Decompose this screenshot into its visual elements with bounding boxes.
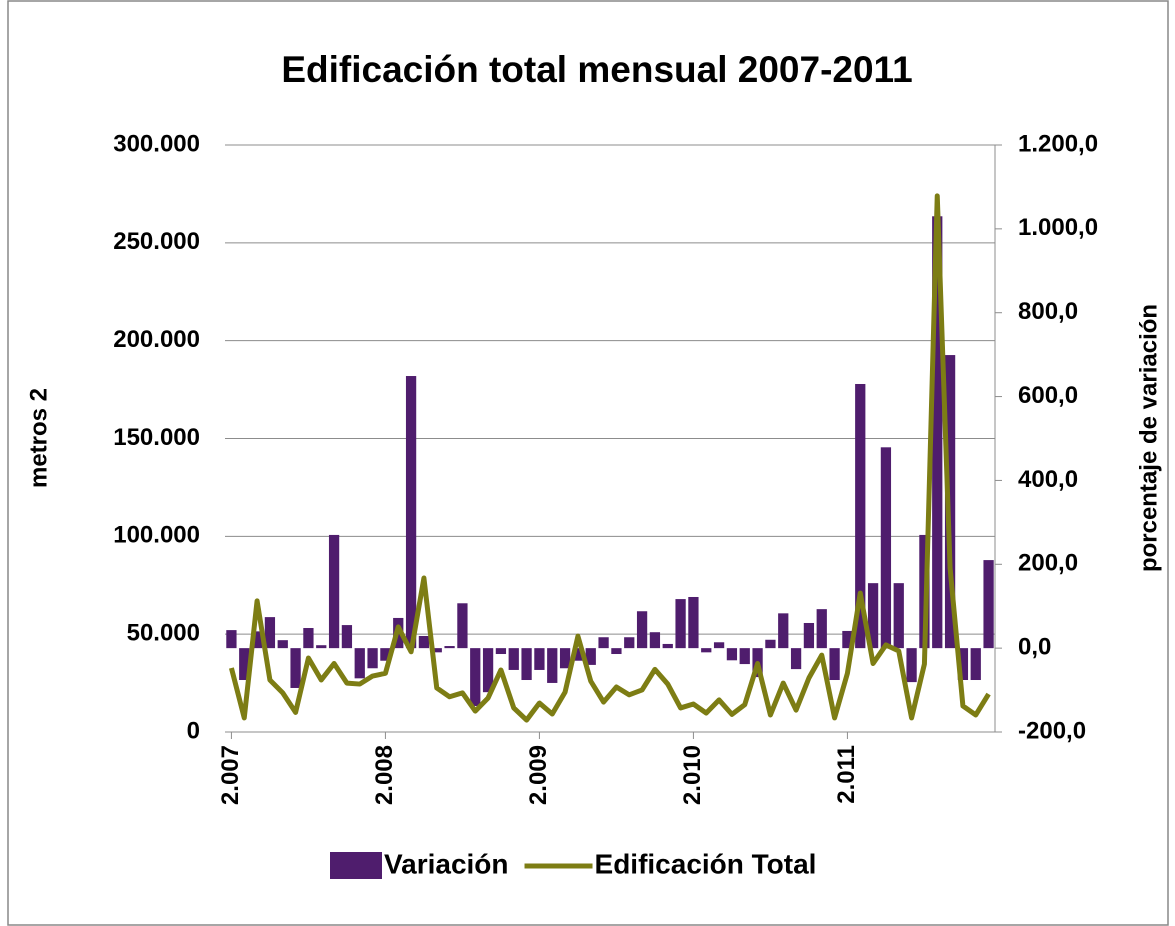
bar	[239, 648, 250, 681]
line	[228, 193, 991, 723]
bar	[983, 560, 994, 649]
bar	[521, 648, 532, 681]
x-tick-label: 2.009	[525, 745, 552, 805]
bar	[790, 648, 802, 670]
bar	[303, 628, 314, 649]
chart-title: Edificación total mensual 2007-2011	[281, 49, 912, 90]
bar	[803, 622, 815, 649]
y-axis-label: metros 2	[25, 388, 52, 488]
y2-tick-label: 1.000,0	[1018, 214, 1098, 241]
bar	[572, 648, 584, 661]
bar	[611, 648, 622, 655]
y2-axis-label: porcentaje de variación	[1135, 304, 1162, 572]
y-tick-label: 0	[187, 717, 200, 744]
x-tick-label: 2.010	[679, 745, 706, 805]
chart-frame	[7, 0, 1169, 926]
bar	[649, 632, 661, 649]
y-tick-label: 200.000	[113, 326, 200, 353]
bar	[290, 648, 301, 688]
bar	[675, 599, 686, 649]
bar	[867, 583, 879, 649]
y2-tick-label: 200,0	[1018, 550, 1078, 577]
bar	[636, 611, 648, 649]
bar	[482, 648, 494, 693]
y2-tick-label: 600,0	[1018, 382, 1078, 409]
y-tick-label: 50.000	[127, 620, 200, 647]
bar	[932, 216, 943, 649]
bar	[829, 648, 840, 681]
bar	[906, 648, 917, 683]
bar	[842, 630, 853, 649]
bar	[970, 648, 981, 681]
bar	[713, 642, 725, 649]
bar	[547, 648, 558, 683]
bar	[508, 648, 519, 670]
bar	[251, 631, 263, 649]
bar	[778, 613, 789, 649]
y2-tick-label: 800,0	[1018, 298, 1078, 325]
bar	[380, 648, 391, 661]
bar	[855, 383, 866, 649]
bar	[354, 648, 365, 679]
bar	[701, 648, 712, 653]
x-tick-label: 2.011	[833, 745, 860, 804]
bar	[739, 648, 750, 665]
legend-swatch	[330, 852, 382, 879]
bar	[226, 630, 237, 649]
bar	[624, 637, 635, 649]
bar	[316, 645, 327, 649]
bar	[880, 447, 892, 649]
bar	[418, 635, 430, 649]
bar	[662, 643, 673, 649]
bar	[328, 534, 340, 649]
bar	[598, 637, 609, 649]
bar	[816, 609, 827, 649]
x-tick-label: 2.008	[371, 745, 398, 805]
legend-label: Edificación Total	[595, 848, 817, 879]
bar	[559, 648, 571, 669]
y2-tick-label: 0,0	[1018, 633, 1051, 660]
bar	[765, 639, 776, 649]
x-tick-label: 2.007	[217, 745, 244, 805]
legend-label: Variación	[384, 848, 509, 879]
bar	[470, 648, 481, 707]
y-tick-label: 100.000	[113, 522, 200, 549]
bar	[444, 646, 455, 649]
bar	[585, 648, 596, 665]
bar	[726, 648, 738, 661]
y-tick-label: 250.000	[113, 228, 200, 255]
bar	[688, 596, 699, 649]
y2-tick-label: 400,0	[1018, 466, 1078, 493]
bar	[264, 617, 276, 649]
bar	[405, 376, 417, 649]
bar	[367, 648, 378, 669]
y-tick-label: 300.000	[113, 130, 200, 157]
y2-tick-label: -200,0	[1018, 717, 1086, 744]
y2-tick-label: 1.200,0	[1018, 130, 1098, 157]
bar	[457, 603, 468, 649]
bar	[495, 648, 507, 655]
bar	[341, 625, 353, 649]
bar	[431, 648, 442, 653]
bar	[534, 648, 545, 670]
bar	[957, 648, 969, 681]
bar	[893, 583, 904, 649]
bar	[277, 640, 288, 649]
y-tick-label: 150.000	[113, 424, 200, 451]
